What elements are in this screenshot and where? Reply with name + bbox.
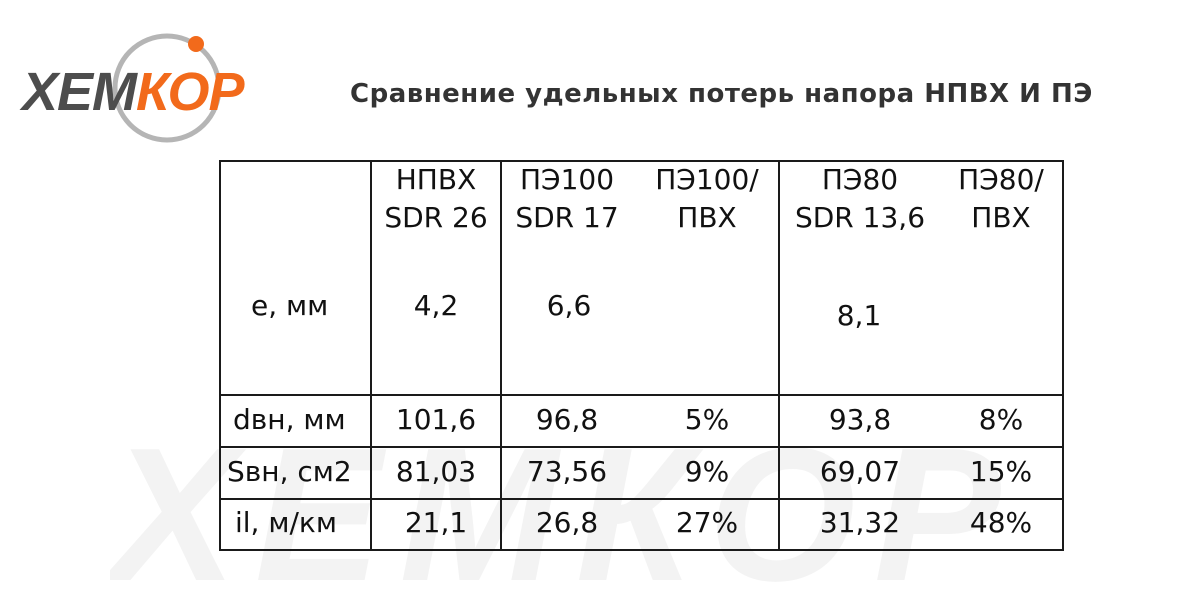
table-cell: 31,32 bbox=[819, 506, 901, 539]
table-cell: 9% bbox=[684, 455, 730, 488]
header-pe100-line1: ПЭ100 bbox=[519, 163, 615, 196]
table-cell: 93,8 bbox=[828, 403, 892, 436]
table-border-bottom bbox=[219, 549, 1064, 551]
table-cell: 48% bbox=[969, 506, 1033, 539]
table-row-divider bbox=[219, 446, 1064, 448]
table-cell: 73,56 bbox=[526, 455, 608, 488]
header-npvh-line1: НПВХ bbox=[395, 163, 477, 196]
table-cell: 5% bbox=[684, 403, 730, 436]
row-label-wall-thickness: е, мм bbox=[251, 289, 329, 322]
watermark-logo-text: ХЕМКОР bbox=[110, 430, 1019, 600]
table-row-divider bbox=[219, 498, 1064, 500]
header-pe80-line2: SDR 13,6 bbox=[794, 201, 926, 234]
header-npvh-line2: SDR 26 bbox=[384, 201, 488, 234]
logo-wordmark: ХЕМКОР bbox=[22, 62, 297, 122]
header-pe100-line2: SDR 17 bbox=[515, 201, 619, 234]
logo-text-part1: ХЕМ bbox=[22, 62, 137, 122]
header-pe80-pvh-line2: ПВХ bbox=[971, 201, 1031, 234]
logo-text-part2: КОР bbox=[136, 62, 245, 122]
table-cell: 21,1 bbox=[404, 506, 468, 539]
row-label-inner-area: Sвн, см2 bbox=[227, 455, 352, 488]
row-label-head-loss: il, м/км bbox=[235, 506, 337, 539]
comparison-table: НПВХ SDR 26 ПЭ100 SDR 17 ПЭ100/ ПВХ ПЭ80… bbox=[219, 160, 1064, 551]
table-col-divider bbox=[500, 160, 502, 551]
logo-circle-icon bbox=[112, 33, 222, 143]
table-cell: 101,6 bbox=[395, 403, 477, 436]
table-cell: 15% bbox=[969, 455, 1033, 488]
table-cell: 69,07 bbox=[819, 455, 901, 488]
table-cell: 26,8 bbox=[535, 506, 599, 539]
table-cell: 6,6 bbox=[546, 289, 592, 322]
table-border-right bbox=[1062, 160, 1064, 551]
table-cell: 96,8 bbox=[535, 403, 599, 436]
page-title: Сравнение удельных потерь напора НПВХ И … bbox=[350, 79, 1093, 109]
table-border-top bbox=[219, 160, 1064, 162]
header-pe80-line1: ПЭ80 bbox=[821, 163, 899, 196]
table-cell: 8% bbox=[978, 403, 1024, 436]
table-row-divider bbox=[219, 394, 1064, 396]
table-col-divider bbox=[370, 160, 372, 551]
table-col-divider bbox=[778, 160, 780, 551]
header-pe100-pvh-line2: ПВХ bbox=[677, 201, 737, 234]
header-pe100-pvh-line1: ПЭ100/ bbox=[655, 163, 759, 196]
table-border-left bbox=[219, 160, 221, 551]
header-pe80-pvh-line1: ПЭ80/ bbox=[958, 163, 1044, 196]
table-cell: 4,2 bbox=[413, 289, 459, 322]
table-cell: 81,03 bbox=[395, 455, 477, 488]
row-label-inner-diameter: dвн, мм bbox=[233, 403, 346, 436]
table-cell: 8,1 bbox=[836, 299, 882, 332]
company-logo: ХЕМКОР bbox=[22, 28, 297, 148]
table-cell: 27% bbox=[675, 506, 739, 539]
